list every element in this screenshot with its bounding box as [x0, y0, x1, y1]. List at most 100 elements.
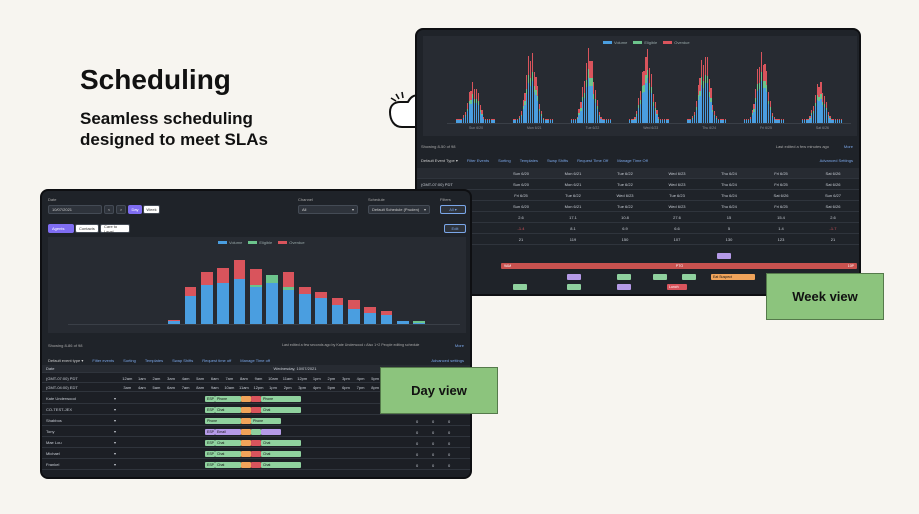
shift-segment[interactable]	[617, 274, 631, 280]
shift-block[interactable]: Chat	[215, 450, 241, 457]
chevron-down-icon[interactable]: ▾	[114, 406, 117, 412]
prev-date-button[interactable]: <	[104, 205, 114, 214]
day-hour-cell: 8am	[196, 384, 205, 390]
shift-segment[interactable]	[513, 284, 527, 290]
tab-care-to-level[interactable]: Care to Level	[100, 224, 130, 234]
week-cell: -1.7	[829, 225, 837, 231]
toolbar-item[interactable]: Default event type ▾	[48, 358, 84, 363]
day-hour-cell: 9am	[254, 375, 263, 381]
toolbar-item[interactable]: Sorting	[123, 358, 136, 363]
lunch-block[interactable]: Lunch	[667, 284, 687, 290]
schedule-select[interactable]: Default Schedule (Pruden) ▾	[368, 205, 430, 214]
shift-segment[interactable]	[567, 284, 581, 290]
next-date-button[interactable]: >	[116, 205, 126, 214]
toolbar-item[interactable]: Request time off	[202, 358, 232, 363]
channel-label: Channel	[298, 197, 313, 202]
shift-segment[interactable]	[567, 274, 581, 280]
channel-select[interactable]: All ▾	[298, 205, 358, 214]
shift-block[interactable]: Phone	[251, 417, 281, 424]
agent-name[interactable]: Michael	[46, 450, 60, 456]
filters-button[interactable]: All ▾	[440, 205, 466, 214]
shift-block[interactable]: Chat	[215, 439, 241, 446]
shift-block[interactable]	[241, 406, 251, 413]
shift-block[interactable]: Email	[215, 428, 241, 435]
chevron-down-icon[interactable]: ▾	[114, 450, 117, 456]
chevron-down-icon[interactable]: ▾	[114, 428, 117, 434]
shift-block[interactable]: Chat	[261, 439, 301, 446]
tab-agents[interactable]: Agents	[48, 224, 74, 233]
shift-block[interactable]: Chat	[215, 406, 241, 413]
shift-block[interactable]: ESP	[205, 450, 215, 457]
tab-contacts[interactable]: Contacts	[75, 224, 99, 233]
shift-block[interactable]: Phone	[215, 395, 241, 402]
shift-block[interactable]: Chat	[261, 461, 301, 468]
shift-block[interactable]: ESP	[205, 461, 215, 468]
toolbar-item[interactable]: Advanced settings	[431, 358, 464, 363]
shift-block[interactable]: Chat	[261, 406, 301, 413]
toolbar-item[interactable]: Manage Time Off	[617, 158, 648, 163]
shift-block[interactable]	[251, 461, 261, 468]
day-more-link[interactable]: More	[454, 343, 464, 348]
edit-button[interactable]: Edit	[444, 224, 466, 233]
week-chart-bar	[773, 117, 775, 123]
shift-block[interactable]: ESP	[205, 395, 215, 402]
shift-segment[interactable]	[717, 253, 731, 259]
shift-segment[interactable]	[653, 274, 667, 280]
shift-block[interactable]: Phone	[261, 395, 301, 402]
week-cell: 150	[621, 236, 629, 242]
week-chart-bar	[647, 48, 649, 123]
toolbar-item[interactable]: Templates	[144, 358, 164, 363]
toolbar-item[interactable]: Swap Shifts	[172, 358, 194, 363]
week-pto-block[interactable]: 9AM PTO 10P	[501, 263, 857, 269]
shift-block[interactable]: Chat	[215, 461, 241, 468]
agent-name[interactable]: Tony	[46, 428, 55, 434]
shift-block[interactable]	[241, 417, 251, 424]
shift-block[interactable]	[241, 439, 251, 446]
chevron-down-icon[interactable]: ▾	[114, 395, 117, 401]
toolbar-item[interactable]: Swap Shifts	[547, 158, 569, 163]
toolbar-item[interactable]: Sorting	[498, 158, 511, 163]
agent-name[interactable]: Shabbos	[46, 417, 62, 423]
shift-block[interactable]	[261, 428, 281, 435]
week-cell: Sun 6/27	[824, 192, 841, 198]
agent-name[interactable]: Frankel	[46, 461, 60, 467]
chevron-down-icon[interactable]: ▾	[114, 417, 117, 423]
shift-block[interactable]	[251, 450, 261, 457]
toolbar-item[interactable]: Filter events	[92, 358, 115, 363]
toolbar-item[interactable]: Request Time Off	[577, 158, 609, 163]
week-toggle-button[interactable]: Week	[143, 205, 160, 214]
week-chart-bar	[637, 98, 640, 123]
shift-block[interactable]	[251, 439, 261, 446]
shift-block[interactable]	[251, 428, 261, 435]
shift-segment[interactable]	[682, 274, 696, 280]
shift-block[interactable]: Chat	[261, 450, 301, 457]
shift-block[interactable]	[241, 428, 251, 435]
week-chart-bar	[779, 118, 781, 123]
agent-name[interactable]: Mae Lou	[46, 439, 62, 445]
date-input[interactable]: 10/07/2021	[48, 205, 102, 214]
shift-block[interactable]: Phone	[205, 417, 241, 424]
chevron-down-icon[interactable]: ▾	[114, 461, 117, 467]
shift-block[interactable]	[251, 395, 261, 402]
break-block[interactable]: Eat Suspect	[711, 274, 755, 280]
week-more-link[interactable]: More	[843, 144, 853, 149]
shift-block[interactable]: ESP	[205, 428, 215, 435]
shift-segment[interactable]	[617, 284, 631, 290]
toolbar-item[interactable]: Manage Time off	[240, 358, 271, 363]
toolbar-item[interactable]: Templates	[519, 158, 538, 163]
shift-block[interactable]: ESP	[205, 439, 215, 446]
day-timezone-row: (GMT-07:00) PDT 12am 1am 2am 3am 4am 5am 6am 7am…	[42, 374, 470, 383]
shift-block[interactable]	[241, 461, 251, 468]
week-chart-tick: Fri 6/25	[760, 126, 772, 130]
agent-name[interactable]: Kate Underwood	[46, 395, 76, 401]
shift-block[interactable]	[251, 406, 261, 413]
shift-block[interactable]	[241, 450, 251, 457]
agent-name[interactable]: CO-TEST-JEX	[46, 406, 73, 412]
day-toggle-button[interactable]: Day	[128, 205, 142, 214]
toolbar-item[interactable]: Filter Events	[466, 158, 490, 163]
chevron-down-icon[interactable]: ▾	[114, 439, 117, 445]
toolbar-item[interactable]: Default Event Type ▾	[421, 158, 458, 163]
toolbar-item[interactable]: Advanced Settings	[819, 158, 853, 163]
shift-block[interactable]: ESP	[205, 406, 215, 413]
shift-block[interactable]	[241, 395, 251, 402]
